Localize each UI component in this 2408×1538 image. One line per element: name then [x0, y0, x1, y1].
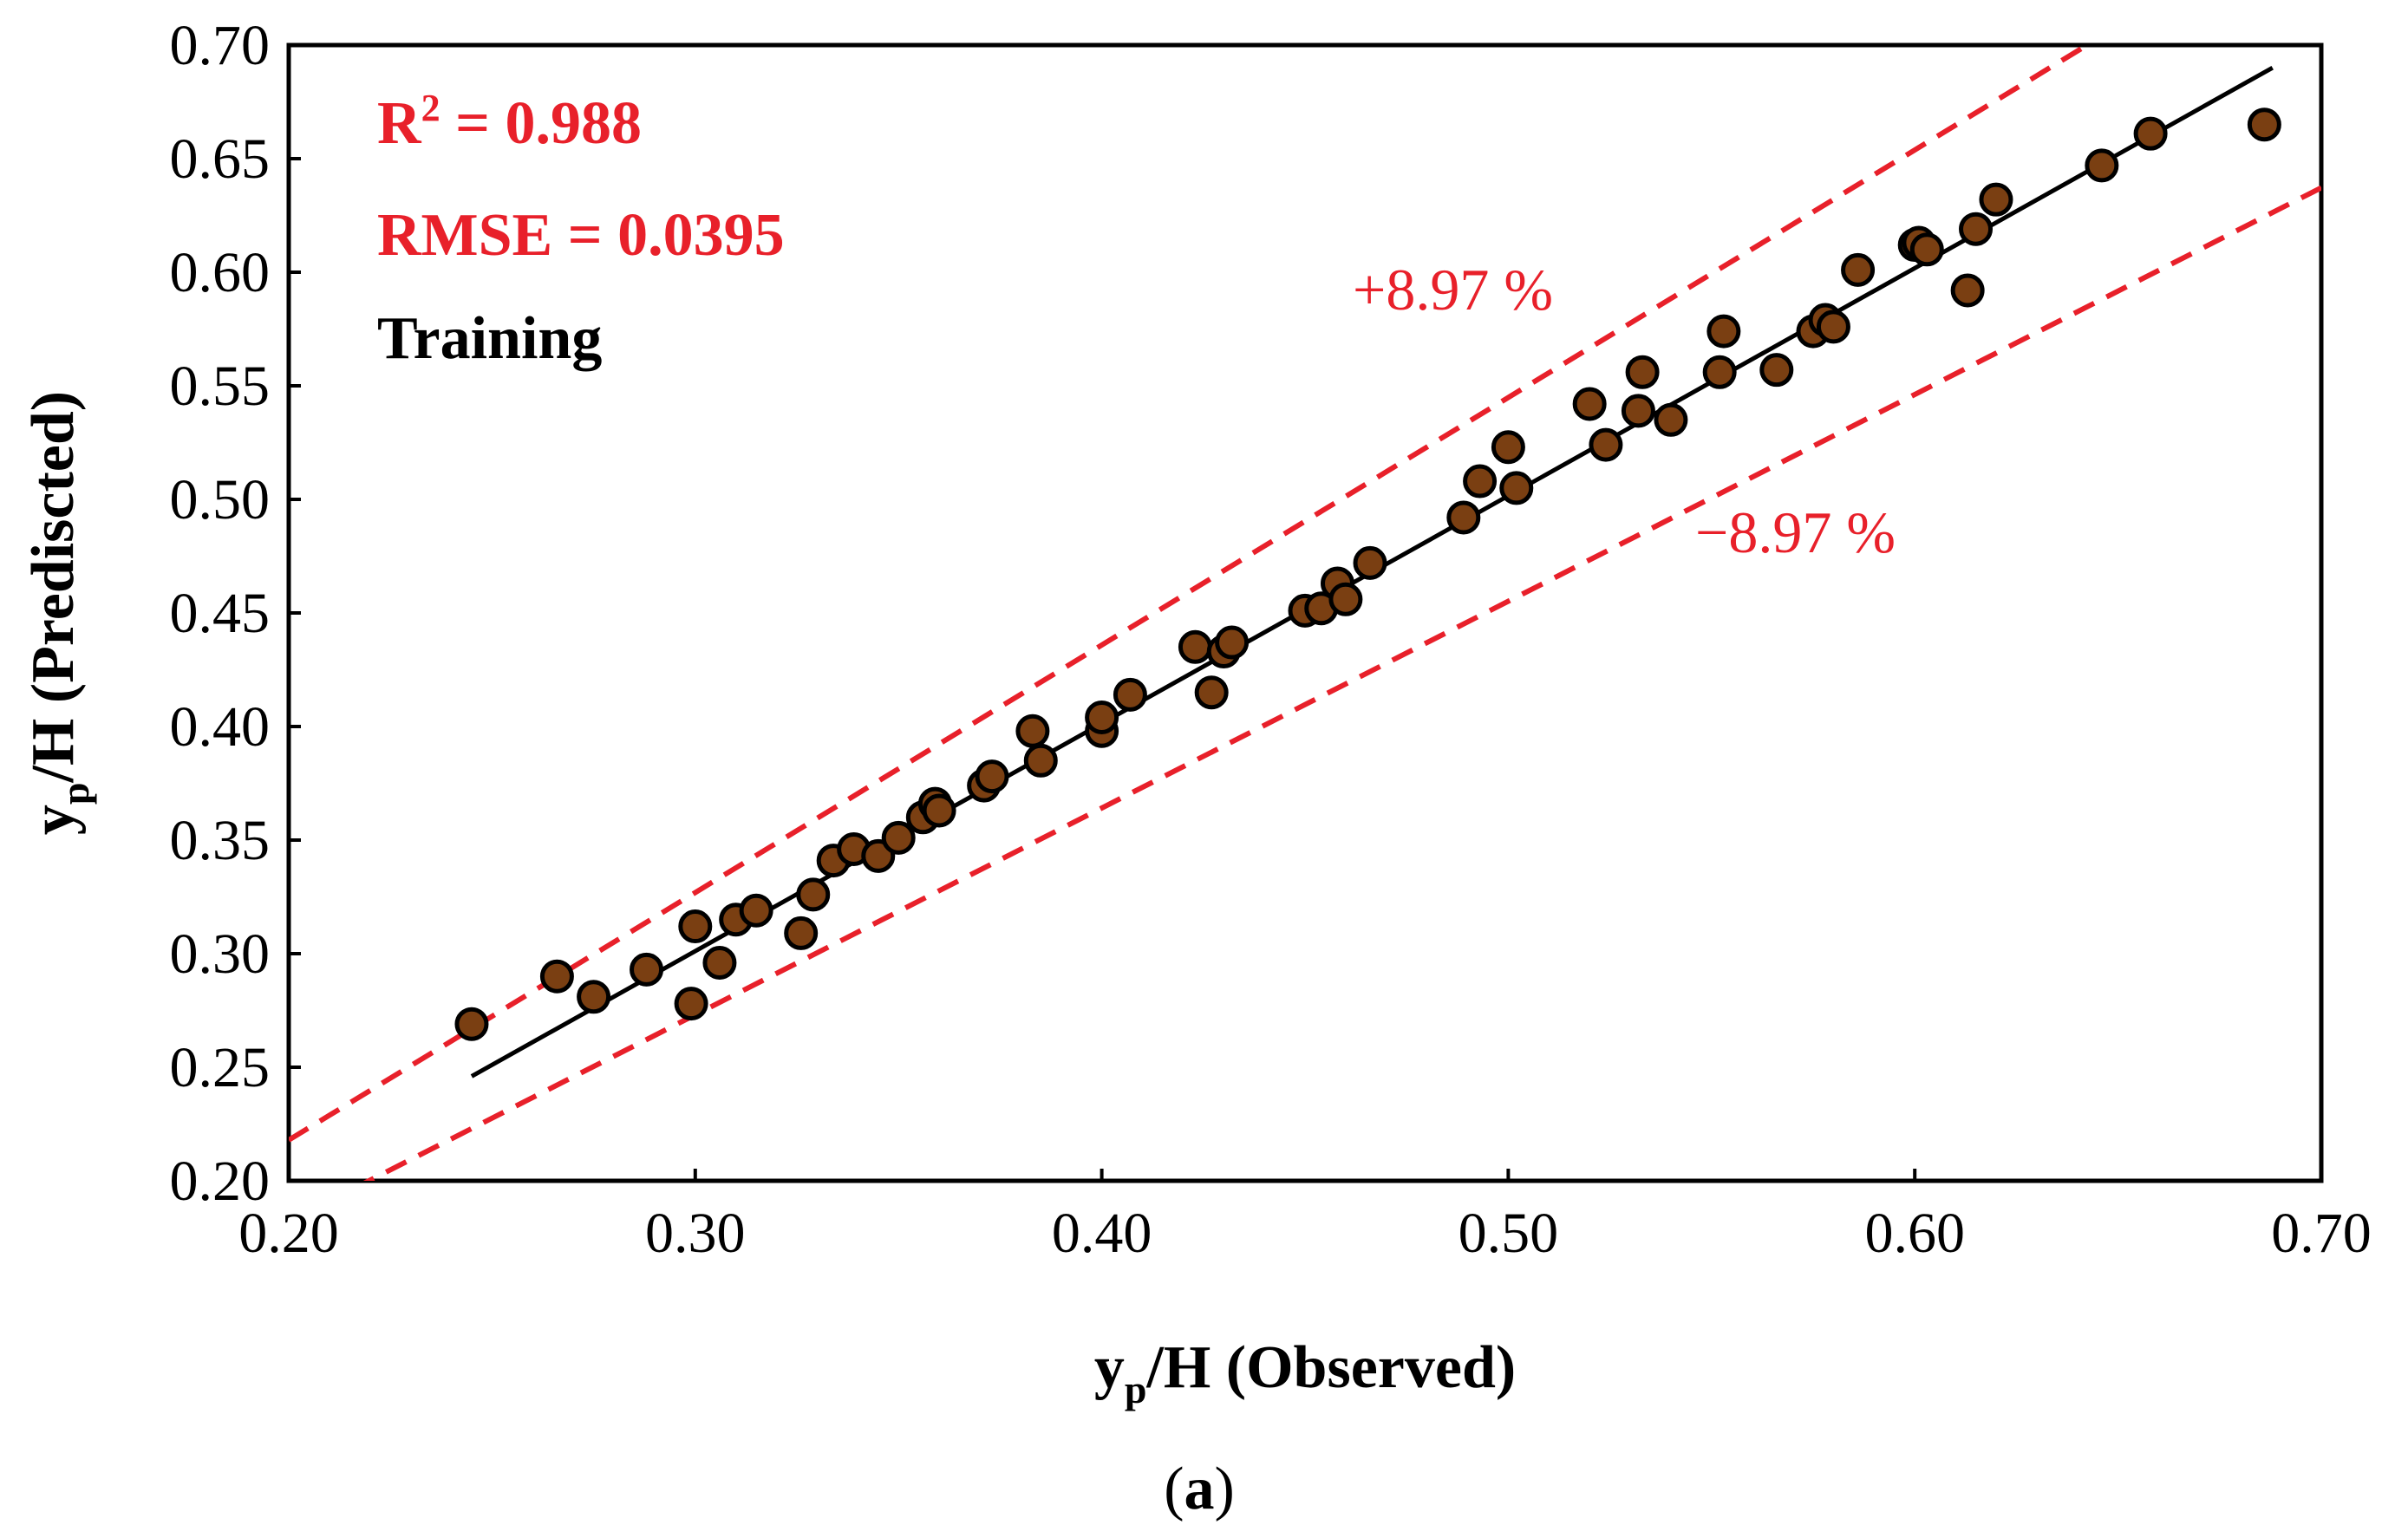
y-axis-title-text: /H (Prediscted) [20, 391, 87, 784]
r-squared-symbol: R [377, 90, 422, 157]
data-point [1950, 273, 1985, 308]
data-point [1178, 629, 1212, 664]
y-tick-label: 0.25 [170, 1036, 271, 1099]
data-point [784, 916, 819, 950]
data-point [1446, 500, 1481, 535]
data-point [1353, 545, 1387, 580]
data-point [1499, 471, 1534, 505]
y-axis-title-subscript: p [53, 783, 97, 805]
data-point [1572, 387, 1607, 421]
data-point [739, 893, 773, 928]
y-tick-label: 0.65 [170, 127, 271, 191]
caption-letter: a [1184, 1456, 1215, 1522]
data-point [674, 987, 708, 1021]
x-axis-title: yp/H (Observed) [1094, 1334, 1516, 1411]
data-point [1841, 252, 1876, 287]
dataset-label: Training [377, 305, 602, 372]
data-point [1023, 743, 1058, 778]
data-point [796, 877, 831, 912]
y-axis-title: yp/H (Prediscted) [20, 391, 97, 835]
data-point [2085, 148, 2119, 183]
panel-caption: (a) [1164, 1456, 1235, 1522]
data-point [1706, 314, 1741, 349]
x-axis-title-text: /H (Observed) [1145, 1334, 1516, 1401]
lower-error-band-line [362, 185, 2321, 1181]
caption-open-paren: ( [1164, 1456, 1184, 1522]
data-point [539, 959, 574, 994]
data-point [1113, 677, 1147, 712]
data-point [454, 1007, 489, 1041]
data-point [881, 820, 916, 855]
y-tick-label: 0.60 [170, 241, 271, 304]
data-point [1959, 212, 1994, 246]
upper-band-label: +8.97 % [1353, 257, 1553, 323]
y-axis: 0.20 0.25 0.30 0.35 0.40 0.45 0.50 0.55 0.60 0.65… [170, 14, 301, 1213]
data-point [702, 945, 737, 980]
caption-close-paren: ) [1215, 1456, 1235, 1522]
y-tick-label: 0.55 [170, 355, 271, 418]
data-point [1215, 625, 1250, 660]
x-tick-label: 0.50 [1459, 1202, 1559, 1265]
data-point [2247, 108, 2281, 142]
x-tick-label: 0.30 [645, 1202, 746, 1265]
data-point [577, 980, 611, 1014]
y-tick-label: 0.20 [170, 1150, 271, 1213]
data-point [975, 759, 1009, 794]
data-point [1085, 701, 1119, 735]
y-tick-label: 0.45 [170, 582, 271, 645]
data-point [1194, 675, 1229, 710]
x-tick-label: 0.20 [238, 1202, 339, 1265]
data-point [1328, 582, 1363, 616]
data-point [1491, 430, 1525, 465]
data-point [1621, 394, 1655, 428]
data-point [1816, 310, 1850, 344]
x-tick-label: 0.60 [1864, 1202, 1965, 1265]
x-tick-label: 0.40 [1052, 1202, 1152, 1265]
y-tick-label: 0.40 [170, 695, 271, 759]
data-point [1909, 232, 1944, 267]
r-squared-annotation: R2 = 0.988 [377, 87, 642, 157]
upper-error-band-line [289, 45, 2092, 1143]
r-squared-value: = 0.988 [440, 90, 642, 157]
x-tick-label: 0.70 [2271, 1202, 2372, 1265]
data-point [1702, 355, 1737, 389]
y-tick-label: 0.35 [170, 809, 271, 872]
y-axis-title-symbol: y [20, 805, 87, 835]
data-point [1625, 355, 1660, 389]
x-axis: 0.20 0.30 0.40 0.50 0.60 0.70 [238, 1169, 2372, 1265]
rmse-annotation: RMSE = 0.0395 [377, 202, 785, 269]
y-tick-label: 0.50 [170, 468, 271, 531]
data-point [630, 952, 664, 987]
data-point [1015, 714, 1050, 748]
data-point [678, 909, 713, 944]
data-point [2133, 116, 2168, 151]
data-point [1759, 353, 1794, 388]
lower-band-label: −8.97 % [1695, 499, 1896, 565]
data-point [1463, 464, 1498, 499]
x-axis-title-subscript: p [1125, 1367, 1147, 1411]
data-point [922, 793, 956, 828]
x-axis-title-symbol: y [1094, 1334, 1125, 1401]
data-point [1589, 427, 1623, 462]
y-tick-label: 0.30 [170, 922, 271, 986]
data-point [1979, 182, 2013, 217]
r-squared-superscript: 2 [421, 87, 440, 129]
data-point [1654, 402, 1688, 437]
y-tick-label: 0.70 [170, 14, 271, 77]
data-points [454, 108, 2281, 1041]
